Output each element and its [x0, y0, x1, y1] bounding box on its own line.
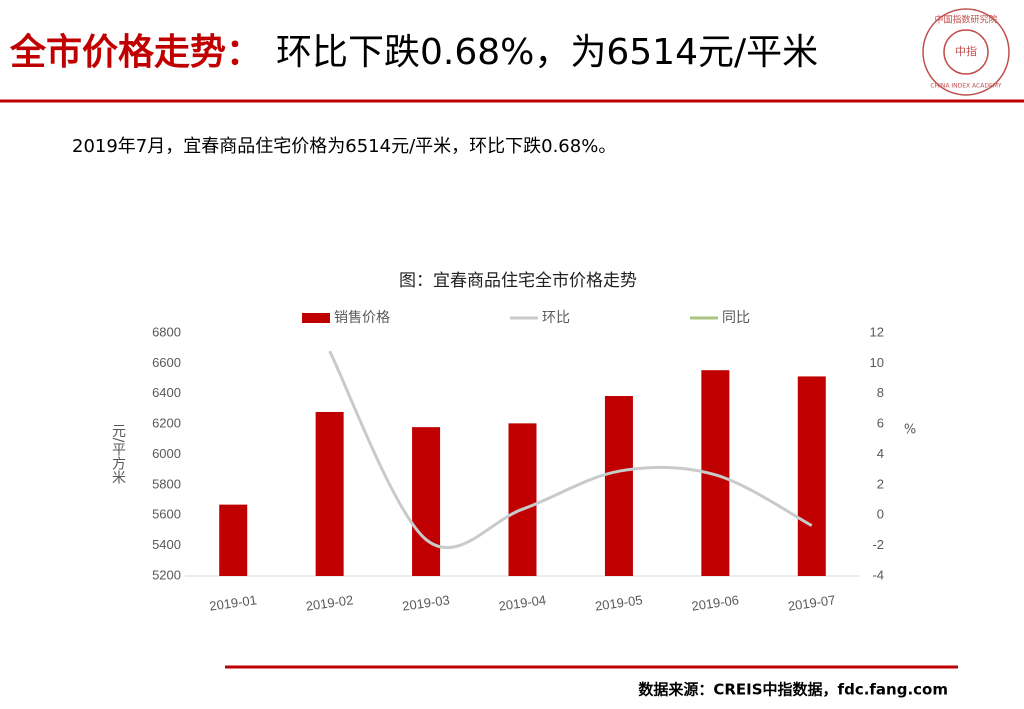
legend-label: 销售价格 — [334, 310, 390, 326]
x-tick-label: 2019-02 — [305, 592, 354, 613]
bar — [315, 411, 344, 576]
bar — [604, 396, 633, 576]
logo-cn: 中国指数研究院 — [934, 14, 997, 26]
y-tick-label: 6800 — [152, 324, 181, 339]
title-red: 全市价格走势： — [9, 31, 262, 73]
line-series — [328, 350, 813, 550]
y2-tick-label: 2 — [877, 476, 884, 491]
chart-title: 图：宜春商品住宅全市价格走势 — [399, 271, 637, 291]
bar — [797, 376, 826, 576]
y2-tick-label: -2 — [872, 537, 884, 552]
y-tick-label: 6200 — [152, 416, 181, 431]
x-tick-label: 2019-06 — [691, 592, 740, 613]
y2-tick-label: 8 — [877, 385, 884, 400]
source: 数据来源：CREIS中指数据，fdc.fang.com — [638, 681, 948, 699]
y-tick-label: 5400 — [152, 537, 181, 552]
y2-tick-label: 0 — [877, 507, 884, 522]
y2-tick-label: 10 — [870, 355, 884, 370]
logo-center: 中指 — [955, 44, 977, 58]
x-tick-label: 2019-07 — [787, 592, 836, 613]
y-tick-label: 5200 — [152, 567, 181, 582]
bar — [219, 504, 248, 576]
y-tick-label: 5600 — [152, 507, 181, 522]
logo-en: CHINA INDEX ACADEMY — [930, 83, 1002, 90]
legend-swatch — [302, 313, 330, 323]
legend-label: 环比 — [542, 310, 570, 326]
x-tick-label: 2019-03 — [401, 592, 450, 613]
y2-tick-label: -4 — [872, 567, 884, 582]
x-tick-label: 2019-05 — [594, 592, 643, 613]
y-axis-label: 元/平方米 — [110, 424, 126, 485]
title-black: 环比下跌0.68%，为6514元/平米 — [276, 32, 818, 73]
x-tick-label: 2019-04 — [498, 592, 547, 613]
summary: 2019年7月，宜春商品住宅价格为6514元/平米，环比下跌0.68%。 — [72, 136, 616, 157]
logo-ring — [922, 8, 1010, 96]
bar — [412, 427, 441, 576]
logo: 中国指数研究院 中指 CHINA INDEX ACADEMY — [922, 8, 1010, 96]
y2-tick-label: 12 — [870, 324, 884, 339]
y-tick-label: 6400 — [152, 385, 181, 400]
y-tick-label: 6000 — [152, 446, 181, 461]
y2-tick-label: 4 — [877, 446, 884, 461]
legend-label: 同比 — [722, 310, 750, 326]
y2-axis-label: % — [904, 423, 916, 438]
y-tick-label: 5800 — [152, 476, 181, 491]
logo-inner — [943, 29, 989, 75]
y2-tick-label: 6 — [877, 416, 884, 431]
y-tick-label: 6600 — [152, 355, 181, 370]
bar — [508, 423, 537, 576]
x-tick-label: 2019-01 — [208, 592, 257, 613]
